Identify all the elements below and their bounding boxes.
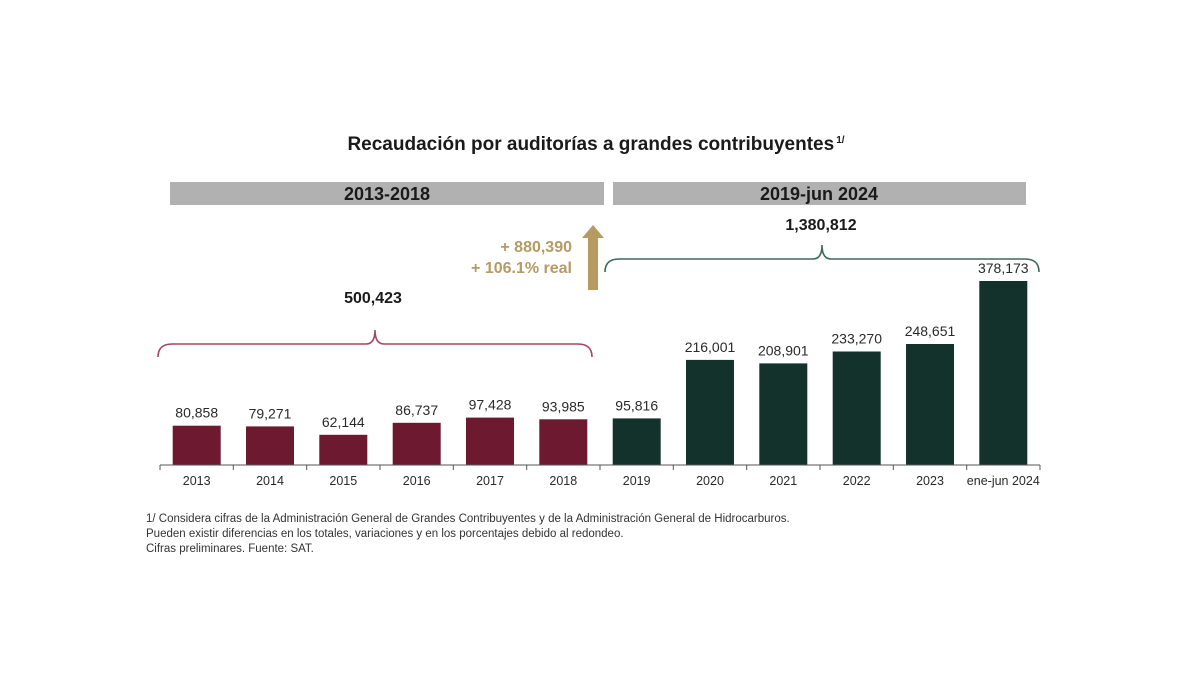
bar-ene-jun-2024 (979, 281, 1028, 465)
footnotes: 1/ Considera cifras de la Administración… (146, 512, 1046, 557)
value-label-2019: 95,816 (615, 397, 658, 413)
value-label-2020: 216,001 (685, 339, 736, 355)
bar-2013 (172, 425, 221, 465)
value-label-2013: 80,858 (175, 405, 218, 421)
period-label-2019-2024: 2019-jun 2024 (760, 184, 878, 204)
value-label-2023: 248,651 (905, 323, 956, 339)
bar-2021 (759, 363, 808, 465)
tick-label-2014: 2014 (256, 474, 284, 488)
tick-label-2022: 2022 (843, 474, 871, 488)
tick-label-2015: 2015 (329, 474, 357, 488)
bar-2018 (539, 419, 588, 465)
chart-title: Recaudación por auditorías a grandes con… (347, 134, 844, 155)
period-label-2013-2018: 2013-2018 (344, 184, 430, 204)
tick-label-2021: 2021 (769, 474, 797, 488)
footnote-line: 1/ Considera cifras de la Administración… (146, 513, 790, 525)
period-total-2019-2024: 1,380,812 (785, 217, 856, 234)
value-label-2015: 62,144 (322, 414, 365, 430)
growth-arrow-icon (582, 225, 604, 290)
tick-label-2013: 2013 (183, 474, 211, 488)
period-bracket-2019-2024 (604, 244, 1040, 273)
tick-label-2019: 2019 (623, 474, 651, 488)
value-label-2018: 93,985 (542, 398, 585, 414)
value-label-2017: 97,428 (469, 397, 512, 413)
bar-2022 (832, 351, 881, 465)
period-header-bar-2013-2018 (170, 182, 604, 205)
bar-2017 (466, 417, 514, 465)
growth-amount: + 880,390 (500, 239, 572, 256)
bar-2015 (319, 434, 368, 465)
x-axis-ticks (159, 465, 1041, 470)
tick-label-2017: 2017 (476, 474, 504, 488)
footnote-line: Cifras preliminares. Fuente: SAT. (146, 543, 314, 555)
bar-series (172, 281, 1028, 465)
value-label-2016: 86,737 (395, 402, 438, 418)
period-total-2013-2018: 500,423 (344, 290, 402, 307)
period-header-bar-2019-2024 (613, 182, 1026, 205)
bar-2014 (246, 426, 294, 465)
tick-label-2023: 2023 (916, 474, 944, 488)
bar-2020 (686, 359, 734, 465)
period-bracket-2013-2018 (157, 329, 593, 358)
tick-label-2020: 2020 (696, 474, 724, 488)
bar-2023 (906, 344, 954, 465)
tick-label-2018: 2018 (549, 474, 577, 488)
bar-2019 (612, 418, 661, 465)
tick-label-ene-jun-2024: ene-jun 2024 (967, 474, 1040, 488)
x-axis-tick-labels: 2013 2014 2015 2016 2017 2018 2019 2020 2021 2022… (183, 474, 1040, 488)
value-label-ene-jun-2024: 378,173 (978, 260, 1029, 276)
tick-label-2016: 2016 (403, 474, 431, 488)
bar-2016 (392, 422, 441, 465)
value-labels: 80,858 79,271 62,144 86,737 97,428 93,985 95,8… (175, 260, 1029, 430)
value-label-2014: 79,271 (249, 405, 292, 421)
value-label-2021: 208,901 (758, 342, 809, 358)
value-label-2022: 233,270 (831, 331, 882, 347)
growth-real-percent: + 106.1% real (471, 260, 572, 277)
footnote-line: Pueden existir diferencias en los totale… (146, 528, 624, 540)
